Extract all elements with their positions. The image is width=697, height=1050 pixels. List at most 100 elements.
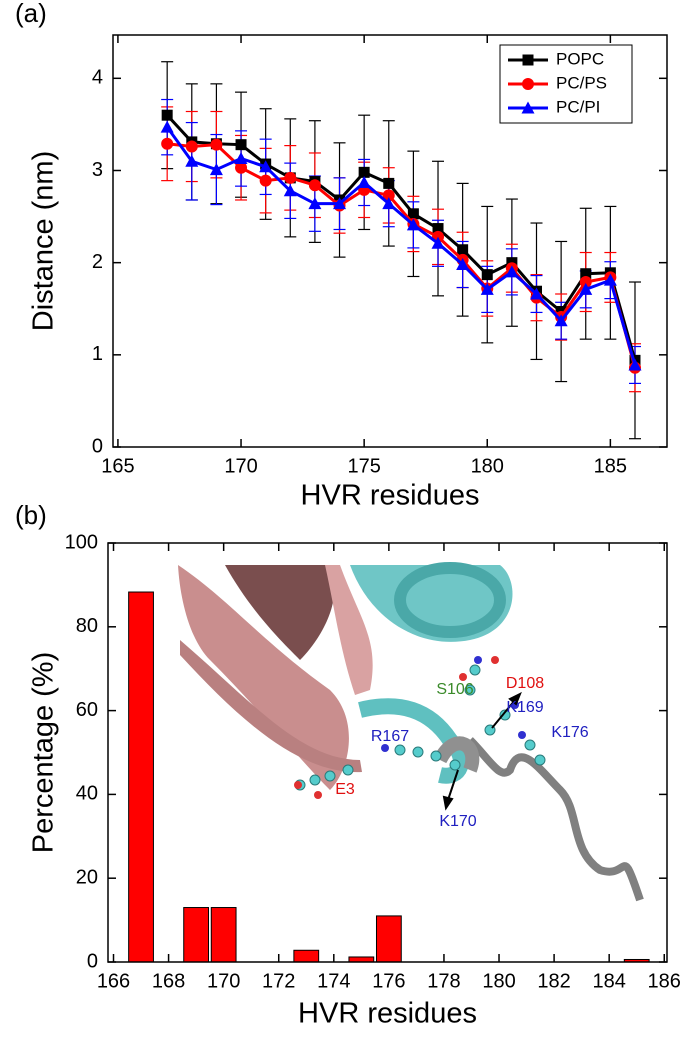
marker — [480, 282, 494, 295]
annotation: K170 — [439, 813, 476, 830]
series-line — [167, 142, 637, 369]
marker — [505, 265, 519, 278]
y-tick-label: 4 — [92, 67, 103, 89]
x-tick-label: 184 — [592, 970, 625, 992]
arrows — [442, 691, 522, 811]
helix — [394, 562, 506, 638]
ribbon — [225, 565, 335, 660]
y-tick-label: 100 — [65, 531, 98, 553]
inset-structure — [178, 562, 644, 902]
y-tick-label: 2 — [92, 251, 103, 273]
y-tick-label: 80 — [76, 615, 98, 637]
x-tick-label: 165 — [101, 455, 134, 477]
x-tick-label: 174 — [317, 970, 350, 992]
plot-frame — [112, 34, 668, 448]
marker — [407, 208, 419, 220]
marker — [554, 314, 568, 327]
legend-marker — [522, 54, 534, 66]
legend-label: PC/PI — [556, 97, 600, 116]
marker — [283, 184, 297, 197]
bar — [293, 949, 320, 963]
marker — [284, 171, 297, 184]
plot-frame — [107, 542, 668, 963]
x-tick-label: 170 — [224, 455, 257, 477]
x-tick-label: 186 — [648, 970, 681, 992]
panel-label: (a) — [15, 0, 47, 28]
x-axis-title: HVR residues — [298, 998, 477, 1030]
marker — [358, 166, 370, 178]
x-tick-label: 172 — [262, 970, 295, 992]
marker — [357, 175, 371, 188]
annotation: D108 — [506, 675, 544, 692]
marker — [383, 177, 395, 189]
legend-label: POPC — [556, 49, 604, 68]
marker — [259, 160, 273, 173]
annotation: E3 — [335, 781, 355, 798]
y-tick-label: 60 — [76, 699, 98, 721]
x-tick-label: 176 — [372, 970, 405, 992]
marker — [235, 139, 247, 151]
y-tick-label: 0 — [92, 435, 103, 457]
bar — [375, 915, 402, 963]
oxygen-atoms — [294, 656, 499, 799]
legend: POPC PC/PS PC/PI — [499, 44, 633, 124]
marker — [432, 223, 444, 235]
annotation: S106 — [436, 681, 473, 698]
marker — [530, 287, 544, 300]
marker — [382, 189, 395, 202]
marker — [406, 218, 420, 231]
annotation: K169 — [506, 699, 543, 716]
marker — [209, 163, 223, 176]
marker — [579, 276, 592, 289]
x-tick-label: 175 — [347, 455, 380, 477]
x-tick-label: 180 — [471, 455, 504, 477]
y-tick-label: 0 — [87, 950, 98, 972]
x-tick-label: 170 — [207, 970, 240, 992]
marker — [456, 258, 470, 271]
marker — [628, 358, 642, 371]
bar — [348, 956, 375, 963]
panel: (b) HVR residues Percentage (%) 166 168 170 17… — [15, 500, 681, 1030]
marker — [161, 109, 173, 121]
x-tick-label: 182 — [537, 970, 570, 992]
marker — [308, 179, 321, 192]
marker — [185, 154, 199, 167]
x-tick-label: 180 — [482, 970, 515, 992]
x-tick-label: 178 — [427, 970, 460, 992]
panel: (a) HVR residues Distance (nm) 165 170 175 180… — [15, 0, 668, 512]
legend-label: PC/PS — [556, 73, 607, 92]
bar — [183, 907, 210, 963]
x-axis-title: HVR residues — [301, 480, 480, 512]
y-axis-title: Percentage (%) — [28, 652, 60, 854]
marker — [185, 140, 198, 153]
ribbon — [180, 640, 362, 773]
legend-marker — [521, 101, 535, 114]
tail — [433, 736, 480, 773]
marker — [481, 269, 493, 281]
marker — [603, 273, 617, 286]
y-tick-label: 3 — [92, 159, 103, 181]
marker — [333, 197, 347, 210]
marker — [579, 282, 593, 295]
marker — [210, 138, 223, 151]
x-tick-label: 168 — [152, 970, 185, 992]
bar — [128, 591, 154, 963]
annotation: R167 — [371, 728, 409, 745]
annotation: K176 — [551, 724, 588, 741]
y-tick-label: 40 — [76, 783, 98, 805]
marker — [580, 268, 592, 280]
bar — [210, 907, 237, 963]
panel-label: (b) — [15, 500, 47, 530]
marker — [259, 174, 272, 187]
ribbon — [325, 565, 373, 695]
marker — [431, 236, 445, 249]
x-tick-label: 166 — [97, 970, 130, 992]
marker — [161, 137, 174, 150]
marker — [308, 197, 322, 210]
marker — [457, 244, 469, 256]
y-axis-title: Distance (nm) — [28, 151, 60, 332]
x-tick-label: 185 — [594, 455, 627, 477]
tail — [467, 737, 644, 902]
y-tick-label: 20 — [76, 866, 98, 888]
marker — [235, 161, 248, 174]
